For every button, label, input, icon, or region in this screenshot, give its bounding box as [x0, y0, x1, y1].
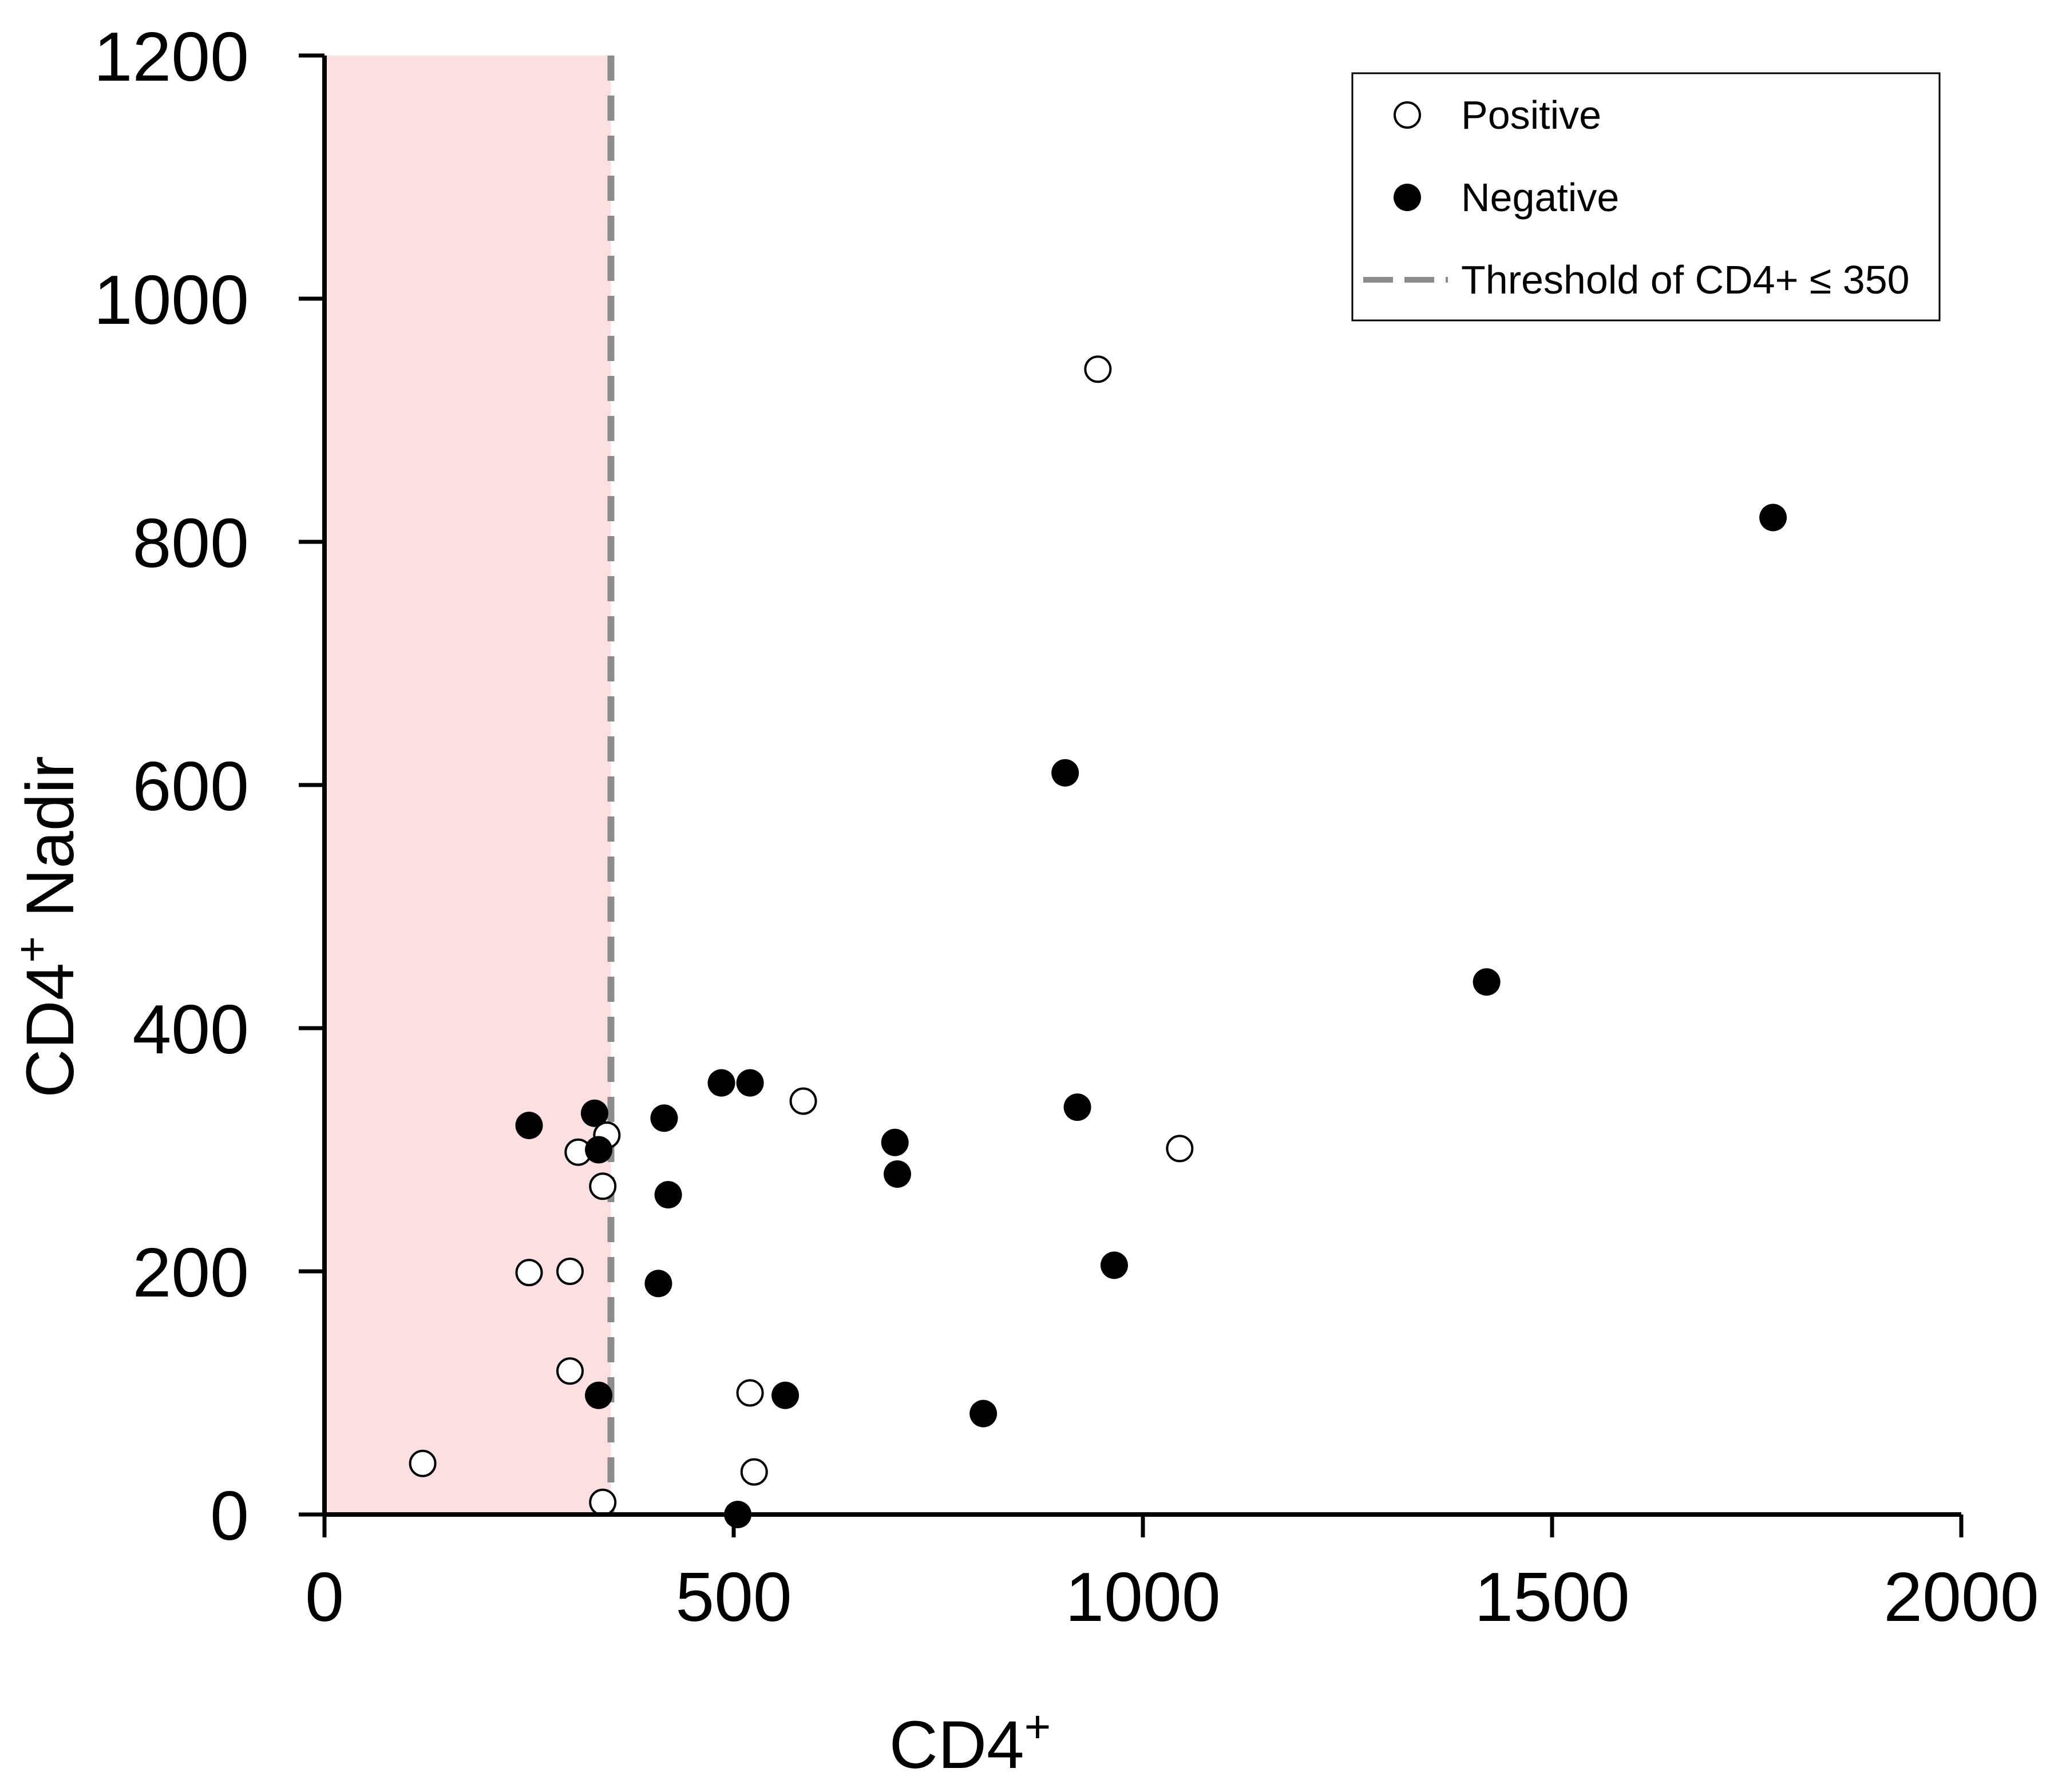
positive-point-10	[409, 1449, 437, 1477]
negative-point-12	[654, 1181, 682, 1209]
y-tick-label: 800	[132, 504, 249, 582]
legend-negative-label: Negative	[1461, 175, 1619, 220]
negative-point-8	[515, 1112, 543, 1139]
legend-positive-label: Positive	[1461, 93, 1601, 137]
legend: Positive Negative Threshold of CD4+ ≤ 35…	[1351, 72, 1941, 322]
x-axis-ticks: 0 500 1000 1500 2000	[305, 1515, 2039, 1636]
negative-point-3	[707, 1069, 735, 1097]
y-tick-label: 200	[132, 1234, 249, 1311]
positive-point-7	[556, 1258, 584, 1285]
negative-point-5	[1063, 1093, 1091, 1121]
y-axis-title: CD4+ Nadir	[6, 756, 88, 1098]
positive-point-12	[589, 1488, 617, 1516]
negative-point-2	[1473, 968, 1501, 996]
y-axis-ticks: 0 200 400 600 800 1000 1200	[94, 18, 324, 1555]
negative-point-14	[644, 1270, 672, 1298]
y-tick-label: 400	[132, 990, 249, 1068]
x-axis-title: CD4+	[889, 1701, 1051, 1783]
negative-point-4	[736, 1069, 764, 1097]
negative-point-6	[580, 1099, 608, 1127]
data-points	[409, 355, 1787, 1528]
x-tick-label: 1000	[1065, 1558, 1220, 1636]
positive-point-6	[515, 1259, 543, 1287]
negative-point-13	[1100, 1251, 1128, 1279]
y-tick-label: 1000	[94, 261, 249, 339]
y-tick-label: 1200	[94, 18, 249, 96]
negative-point-16	[771, 1381, 800, 1409]
legend-positive-marker	[1394, 101, 1421, 129]
negative-point-17	[969, 1399, 998, 1428]
positive-point-11	[740, 1458, 768, 1486]
positive-point-2	[1166, 1135, 1194, 1163]
positive-point-0	[1084, 355, 1112, 383]
x-tick-label: 2000	[1883, 1558, 2039, 1636]
x-tick-label: 0	[305, 1558, 344, 1636]
positive-point-5	[589, 1172, 617, 1200]
positive-point-1	[789, 1087, 817, 1115]
legend-threshold-label: Threshold of CD4+ ≤ 350	[1461, 257, 1910, 302]
negative-point-9	[881, 1128, 909, 1156]
legend-negative-marker	[1394, 184, 1421, 211]
negative-point-0	[1759, 503, 1787, 532]
positive-point-8	[556, 1357, 584, 1385]
negative-point-10	[585, 1136, 613, 1164]
positive-point-9	[736, 1379, 764, 1407]
negative-point-1	[1051, 759, 1079, 787]
threshold-shaded-region	[324, 55, 611, 1515]
y-tick-label: 600	[132, 747, 249, 825]
negative-point-15	[585, 1381, 613, 1409]
negative-point-7	[650, 1104, 678, 1132]
negative-point-11	[884, 1160, 911, 1188]
y-tick-label: 0	[210, 1477, 249, 1555]
x-tick-label: 500	[675, 1558, 792, 1636]
legend-box	[1351, 72, 1941, 322]
x-tick-label: 1500	[1474, 1558, 1629, 1636]
